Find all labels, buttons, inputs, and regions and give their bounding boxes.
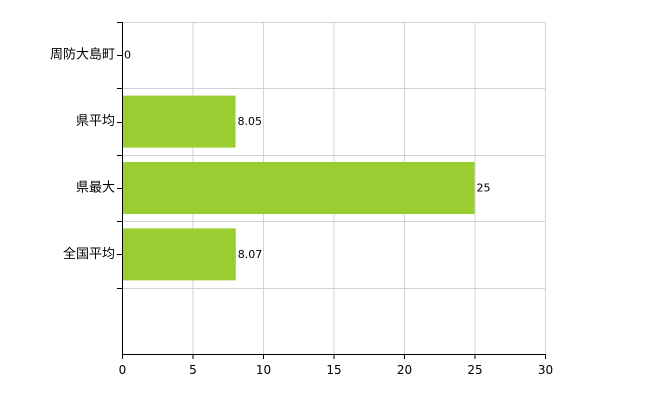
category-label: 周防大島町 bbox=[50, 47, 115, 63]
data-label: 25 bbox=[477, 182, 491, 195]
x-tick-label: 5 bbox=[189, 363, 197, 377]
category-label: 全国平均 bbox=[63, 246, 115, 262]
x-tick-label: 15 bbox=[326, 363, 341, 377]
x-tick-label: 30 bbox=[538, 363, 553, 377]
data-label: 8.07 bbox=[238, 248, 262, 261]
axes bbox=[117, 22, 546, 359]
bar bbox=[123, 228, 236, 281]
x-tick-label: 0 bbox=[119, 363, 127, 377]
x-tick-label: 25 bbox=[467, 363, 482, 377]
bars bbox=[123, 95, 475, 281]
category-label: 県平均 bbox=[76, 114, 115, 129]
x-tick-label: 10 bbox=[256, 363, 271, 377]
bar bbox=[123, 95, 236, 148]
labels: 0 5 10 15 20 25 30 周防大島町 0 県平均 8.05 県最大 25 全国平均 8.07 bbox=[50, 47, 553, 377]
bar bbox=[123, 162, 475, 214]
data-label: 8.05 bbox=[238, 115, 263, 128]
grid-lines bbox=[122, 22, 546, 354]
category-label: 県最大 bbox=[76, 181, 115, 196]
x-tick-label: 20 bbox=[397, 363, 412, 377]
data-label: 0 bbox=[124, 49, 131, 62]
